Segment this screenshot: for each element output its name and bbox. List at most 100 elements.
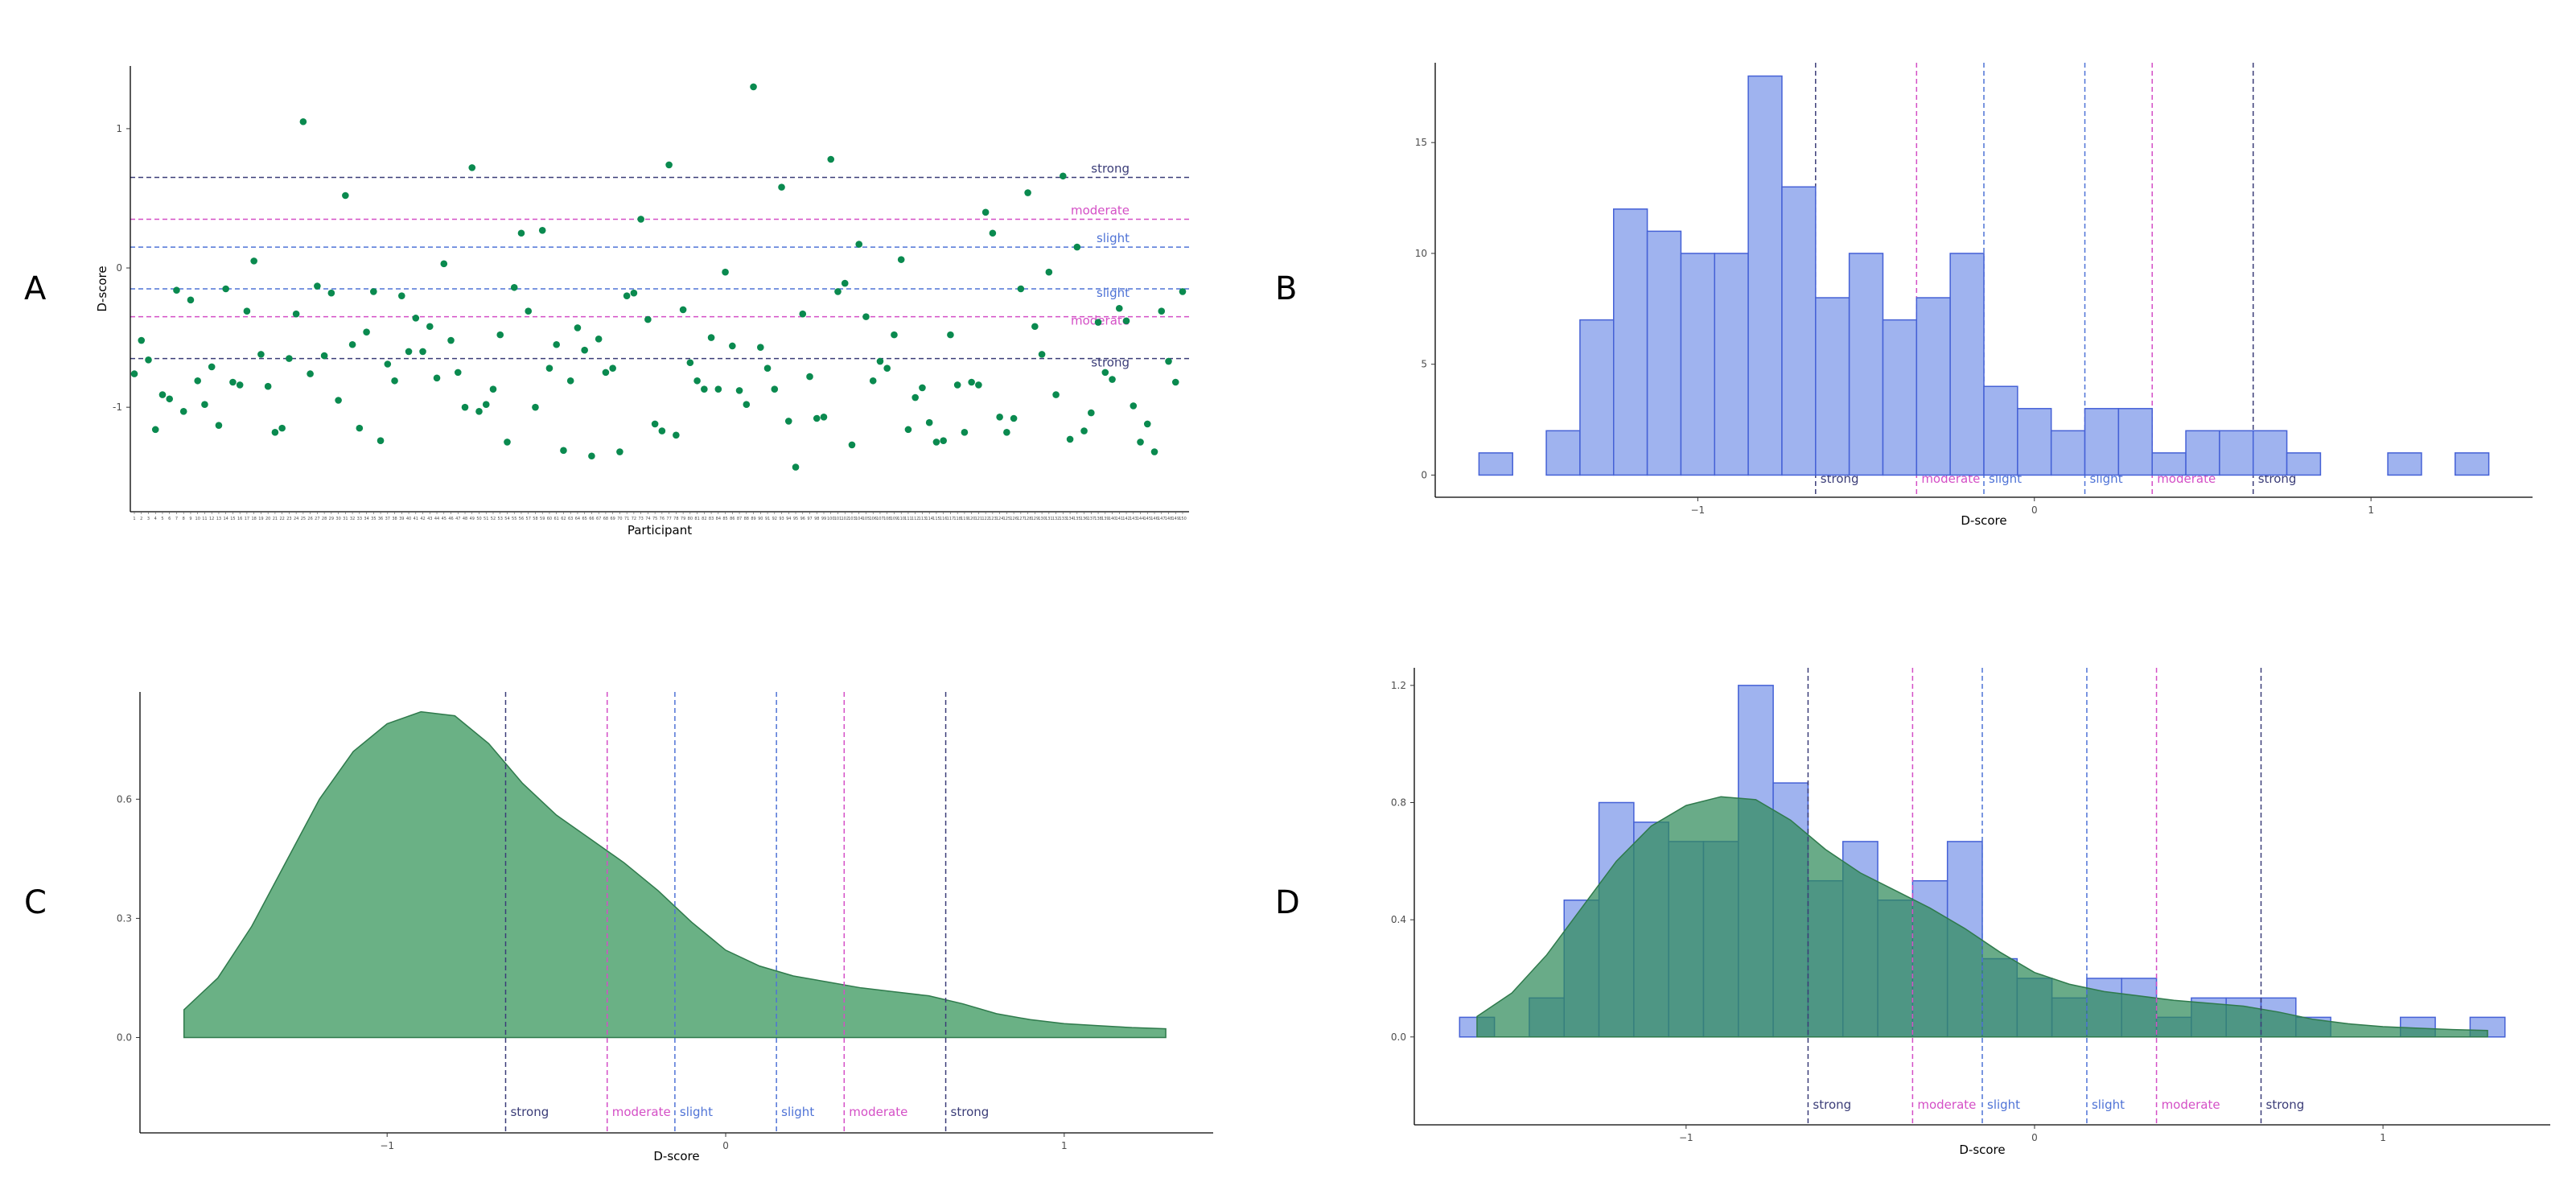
point-24 xyxy=(299,117,307,126)
panel-letter-a: A xyxy=(24,270,47,307)
point-85 xyxy=(729,342,736,350)
threshold-label-4: moderate xyxy=(2162,1097,2220,1112)
x-tick-label-137: 138 xyxy=(1094,517,1102,521)
x-tick-label-119: 120 xyxy=(968,517,976,521)
x-tick-label-117: 118 xyxy=(953,517,961,521)
x-tick-label-79: 80 xyxy=(688,517,693,521)
point-132 xyxy=(1060,172,1067,180)
x-tick-label-84: 85 xyxy=(722,517,727,521)
x-tick-label-147: 148 xyxy=(1165,517,1173,521)
point-93 xyxy=(784,418,792,425)
x-tick-label-135: 136 xyxy=(1080,517,1088,521)
point-81 xyxy=(701,385,708,393)
point-22 xyxy=(286,355,293,362)
x-tick-label-125: 126 xyxy=(1010,517,1018,521)
x-tick-label-24: 25 xyxy=(301,517,306,521)
threshold-label-3: slight xyxy=(1097,231,1130,245)
point-35 xyxy=(377,437,385,445)
x-tick-label-110: 111 xyxy=(904,517,912,521)
x-tick-label-114: 115 xyxy=(932,517,940,521)
x-tick-label-50: 51 xyxy=(484,517,488,521)
threshold-label-4: moderate xyxy=(1071,203,1130,217)
point-106 xyxy=(876,357,884,365)
x-tick-label-15: 16 xyxy=(237,517,242,521)
threshold-label-4: moderate xyxy=(849,1105,907,1119)
x-tick-label-138: 139 xyxy=(1101,517,1109,521)
x-tick-label-28: 29 xyxy=(329,517,334,521)
x-tick-label-100: 101 xyxy=(834,517,842,521)
y-tick-label-3: 1.2 xyxy=(1391,680,1406,691)
x-tick-label-142: 143 xyxy=(1130,517,1138,521)
point-4 xyxy=(158,391,167,398)
point-59 xyxy=(545,364,553,372)
x-tick-label-6: 7 xyxy=(175,517,178,521)
x-tick-label-92: 93 xyxy=(779,517,784,521)
x-tick-label-83: 84 xyxy=(716,517,721,521)
point-128 xyxy=(1031,323,1039,331)
x-tick-label-104: 105 xyxy=(862,517,870,521)
point-1 xyxy=(138,336,146,344)
panel-letter-c: C xyxy=(24,884,47,921)
x-tick-label-45: 46 xyxy=(448,517,453,521)
point-52 xyxy=(496,331,504,339)
point-127 xyxy=(1024,189,1031,196)
point-143 xyxy=(1137,439,1144,446)
point-82 xyxy=(707,334,715,341)
point-95 xyxy=(799,310,807,318)
point-88 xyxy=(750,83,757,91)
bar-21 xyxy=(2185,430,2220,476)
point-65 xyxy=(588,452,595,460)
threshold-label-2: slight xyxy=(680,1105,713,1119)
x-tick-label-9: 10 xyxy=(195,517,200,521)
x-tick-label-36: 37 xyxy=(385,517,390,521)
x-tick-label-2: 1 xyxy=(2368,504,2374,516)
x-axis-title: D-score xyxy=(1959,1143,2005,1157)
x-tick-label-52: 53 xyxy=(498,517,503,521)
bar-3 xyxy=(1579,319,1615,476)
x-tick-label-106: 107 xyxy=(876,517,884,521)
x-tick-label-22: 23 xyxy=(286,517,291,521)
x-tick-label-90: 91 xyxy=(765,517,770,521)
point-77 xyxy=(673,431,680,439)
x-tick-label-25: 26 xyxy=(307,517,312,521)
panel-c-density: strong moderate slight slight moderate strong… xyxy=(117,692,1213,1163)
point-73 xyxy=(644,315,652,323)
point-91 xyxy=(771,385,779,393)
point-58 xyxy=(538,226,546,234)
point-54 xyxy=(510,283,518,291)
threshold-label-0: strong xyxy=(510,1105,549,1119)
point-148 xyxy=(1171,378,1179,386)
threshold-label-3: slight xyxy=(2092,1097,2125,1112)
point-124 xyxy=(1003,429,1010,436)
x-axis-title: D-score xyxy=(1961,513,2006,528)
bar-10 xyxy=(1815,297,1850,476)
point-12 xyxy=(215,422,223,429)
bar-17 xyxy=(2050,430,2086,476)
point-129 xyxy=(1038,351,1046,358)
x-tick-label-94: 95 xyxy=(793,517,798,521)
x-tick-label-112: 113 xyxy=(919,517,927,521)
x-tick-label-48: 49 xyxy=(470,517,475,521)
x-tick-label-127: 128 xyxy=(1024,517,1032,521)
x-tick-label-146: 147 xyxy=(1158,517,1166,521)
x-tick-label-133: 134 xyxy=(1066,517,1074,521)
point-115 xyxy=(940,437,947,445)
bar-20 xyxy=(2151,452,2187,476)
x-tick-label-40: 41 xyxy=(414,517,418,521)
point-103 xyxy=(855,241,863,248)
point-5 xyxy=(166,395,174,403)
point-114 xyxy=(932,439,940,446)
bar-13 xyxy=(1916,297,1951,476)
panel-d-histogram-density: strong moderate slight slight moderate strong… xyxy=(1391,668,2550,1157)
x-tick-label-75: 76 xyxy=(660,517,665,521)
x-tick-label-80: 81 xyxy=(694,517,699,521)
point-133 xyxy=(1066,435,1074,443)
x-tick-label-81: 82 xyxy=(702,517,706,521)
point-136 xyxy=(1088,409,1095,417)
x-tick-label-0: −1 xyxy=(1691,504,1706,516)
x-tick-label-73: 74 xyxy=(645,517,650,521)
x-tick-label-49: 50 xyxy=(476,517,481,521)
point-98 xyxy=(820,413,828,421)
x-tick-label-32: 33 xyxy=(357,517,362,521)
